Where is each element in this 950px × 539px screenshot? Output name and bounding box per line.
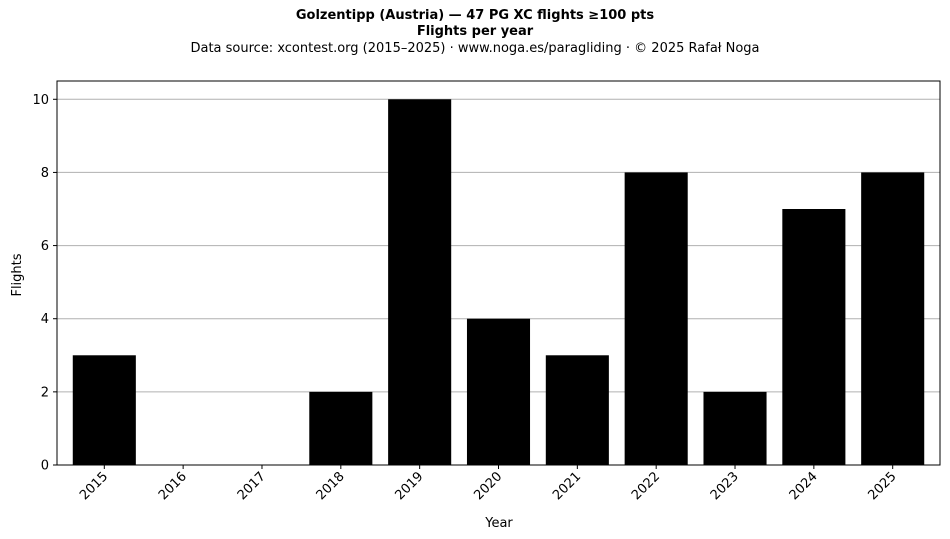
bars (72, 99, 925, 466)
x-tick-label: 2018 (314, 469, 348, 503)
x-tick-label: 2025 (866, 469, 900, 503)
y-tick-label: 2 (41, 385, 49, 400)
y-axis-ticks: 0 2 4 6 8 10 (32, 93, 57, 474)
y-tick-label: 8 (41, 166, 49, 181)
x-tick-label: 2016 (156, 469, 190, 503)
x-tick-label: 2021 (550, 469, 584, 503)
bar-2019 (388, 99, 452, 466)
chart-subtitle: Flights per year (416, 24, 534, 39)
x-axis-ticks: 2015 2016 2017 2018 2019 2020 2021 2022 2023 2024… (77, 465, 900, 503)
chart-titles: Golzentipp (Austria) — 47 PG XC flights … (0, 8, 950, 58)
x-tick-label: 2017 (235, 469, 269, 503)
chart-source: Data source: xcontest.org (2015–2025) · … (190, 41, 760, 56)
bar-2021 (545, 355, 609, 465)
y-tick-label: 4 (41, 312, 49, 327)
bar-2020 (466, 318, 531, 465)
x-tick-label: 2015 (77, 469, 111, 503)
bar-2015 (72, 355, 136, 465)
y-tick-label: 0 (41, 459, 49, 474)
y-tick-label: 10 (32, 93, 49, 108)
chart-title: Golzentipp (Austria) — 47 PG XC flights … (295, 8, 655, 23)
bar-2023 (703, 391, 767, 465)
x-tick-label: 2024 (787, 469, 821, 503)
bar-2024 (782, 209, 846, 465)
x-axis-label: Year (484, 516, 513, 531)
x-tick-label: 2020 (471, 469, 505, 503)
x-tick-label: 2019 (392, 469, 426, 503)
y-axis-label: Flights (10, 253, 25, 296)
y-tick-label: 6 (41, 239, 49, 254)
bar-2018 (309, 391, 373, 465)
bar-2025 (861, 172, 925, 465)
x-tick-label: 2022 (629, 469, 663, 503)
bar-2022 (624, 172, 688, 465)
x-tick-label: 2023 (708, 469, 742, 503)
